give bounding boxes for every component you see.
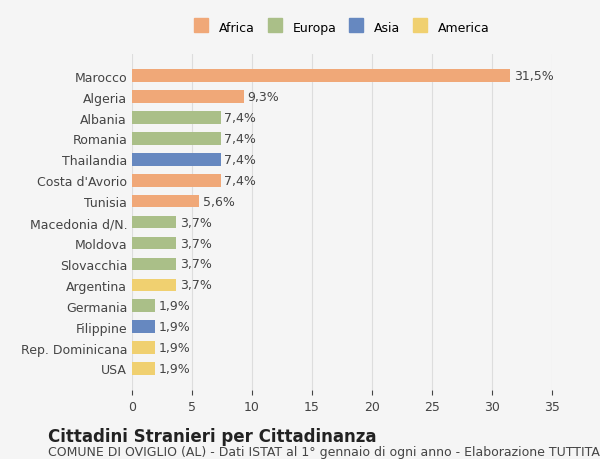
- Text: 3,7%: 3,7%: [180, 216, 212, 229]
- Bar: [132, 70, 510, 83]
- Text: 1,9%: 1,9%: [158, 341, 190, 354]
- Text: 1,9%: 1,9%: [158, 320, 190, 333]
- Bar: [132, 279, 176, 291]
- Text: 3,7%: 3,7%: [180, 237, 212, 250]
- Bar: [132, 300, 155, 312]
- Text: 7,4%: 7,4%: [224, 112, 256, 125]
- Bar: [132, 363, 155, 375]
- Text: 7,4%: 7,4%: [224, 133, 256, 146]
- Bar: [132, 341, 155, 354]
- Text: 9,3%: 9,3%: [247, 91, 279, 104]
- Bar: [132, 174, 221, 187]
- Text: 31,5%: 31,5%: [514, 70, 553, 83]
- Bar: [132, 154, 221, 166]
- Text: 3,7%: 3,7%: [180, 258, 212, 271]
- Text: COMUNE DI OVIGLIO (AL) - Dati ISTAT al 1° gennaio di ogni anno - Elaborazione TU: COMUNE DI OVIGLIO (AL) - Dati ISTAT al 1…: [48, 445, 600, 458]
- Text: 1,9%: 1,9%: [158, 362, 190, 375]
- Text: 1,9%: 1,9%: [158, 300, 190, 313]
- Bar: [132, 216, 176, 229]
- Bar: [132, 258, 176, 271]
- Bar: [132, 91, 244, 104]
- Bar: [132, 112, 221, 124]
- Legend: Africa, Europa, Asia, America: Africa, Europa, Asia, America: [191, 18, 493, 38]
- Bar: [132, 133, 221, 146]
- Bar: [132, 321, 155, 333]
- Text: 3,7%: 3,7%: [180, 279, 212, 291]
- Text: 7,4%: 7,4%: [224, 154, 256, 167]
- Bar: [132, 196, 199, 208]
- Text: 5,6%: 5,6%: [203, 195, 235, 208]
- Text: 7,4%: 7,4%: [224, 174, 256, 187]
- Text: Cittadini Stranieri per Cittadinanza: Cittadini Stranieri per Cittadinanza: [48, 427, 377, 445]
- Bar: [132, 237, 176, 250]
